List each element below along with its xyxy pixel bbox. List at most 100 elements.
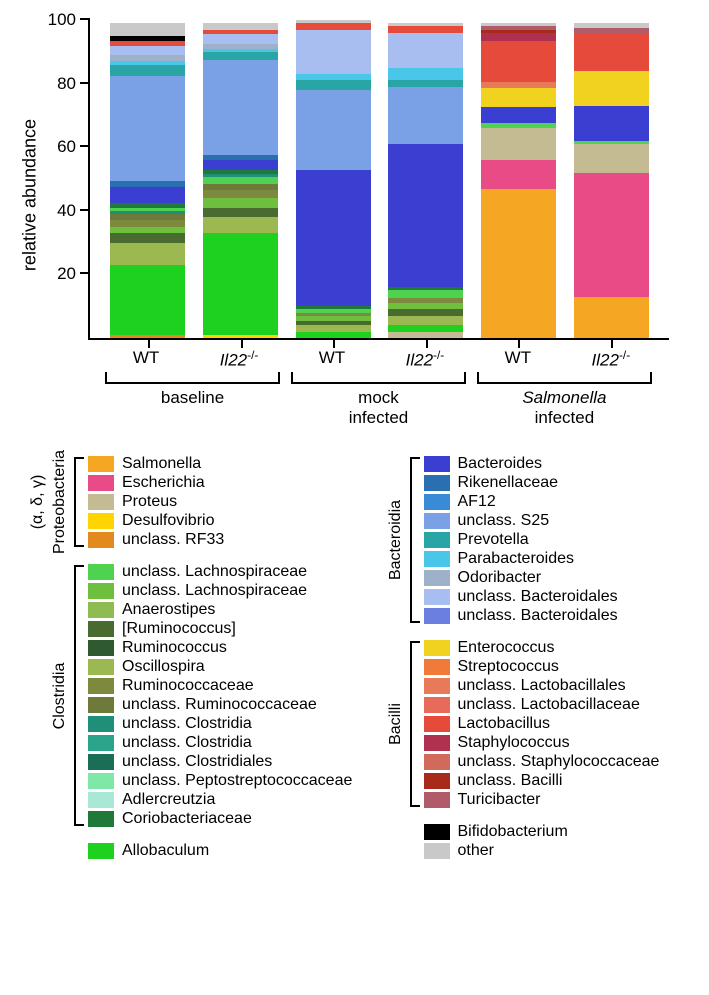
bar-segment	[203, 198, 278, 208]
bar-segment	[481, 41, 556, 82]
bar-column	[574, 20, 649, 338]
y-tick	[80, 145, 90, 147]
legend-item: Coriobacteriaceae	[88, 810, 364, 828]
legend-swatch	[88, 754, 114, 770]
legend-swatch	[424, 456, 450, 472]
legend-swatch	[88, 475, 114, 491]
legend-item: Lactobacillus	[424, 715, 700, 733]
group-brace	[477, 372, 651, 384]
legend-left-col: Proteobacteria(α, δ, γ)SalmonellaEscheri…	[28, 454, 364, 861]
x-tick	[148, 338, 150, 348]
legend-label: Bifidobacterium	[458, 823, 568, 841]
bar-column	[203, 20, 278, 338]
legend-swatch	[424, 843, 450, 859]
legend-item: Turicibacter	[424, 791, 700, 809]
legend-label: unclass. Ruminococcaceae	[122, 696, 317, 714]
legend-group: Bacteroidia BacteroidesRikenellaceaeAF12u…	[364, 455, 700, 625]
x-tick	[611, 338, 613, 348]
bars-row	[90, 20, 669, 338]
legend-label: Rikenellaceae	[458, 474, 559, 492]
legend-item: unclass. Peptostreptococcaceae	[88, 772, 364, 790]
legend-swatch	[424, 608, 450, 624]
bar-segment	[574, 173, 649, 297]
x-tick	[426, 338, 428, 348]
legend-standalone: Allobaculum	[28, 842, 364, 860]
bar-segment	[388, 68, 463, 81]
legend-item: Prevotella	[424, 531, 700, 549]
bar-segment	[110, 233, 185, 243]
y-tick-label: 80	[57, 74, 76, 94]
legend-label: Ruminococcus	[122, 639, 227, 657]
legend-swatch	[88, 456, 114, 472]
legend-swatch	[88, 532, 114, 548]
bar-column	[481, 20, 556, 338]
legend-label: Anaerostipes	[122, 601, 215, 619]
legend-item: AF12	[424, 493, 700, 511]
bar-segment	[110, 23, 185, 36]
legend-item: Proteus	[88, 493, 364, 511]
legend-swatch	[88, 583, 114, 599]
legend-swatch	[424, 773, 450, 789]
bar-segment	[481, 160, 556, 189]
legend-bracket	[74, 565, 84, 826]
bar-segment	[203, 233, 278, 335]
y-tick	[80, 18, 90, 20]
legend-label: Prevotella	[458, 531, 529, 549]
legend-swatch	[424, 475, 450, 491]
legend-swatch	[88, 843, 114, 859]
x-label: WT	[480, 348, 555, 371]
legend-swatch	[424, 735, 450, 751]
legend-label: Adlercreutzia	[122, 791, 215, 809]
legend-item: Salmonella	[88, 455, 364, 473]
bar-column	[388, 20, 463, 338]
legend-label: AF12	[458, 493, 496, 511]
legend-label: Parabacteroides	[458, 550, 575, 568]
legend-swatch	[88, 735, 114, 751]
legend-item: Bacteroides	[424, 455, 700, 473]
legend-label: Lactobacillus	[458, 715, 551, 733]
legend-label: Staphylococcus	[458, 734, 570, 752]
legend-swatch	[424, 551, 450, 567]
bar-segment	[481, 128, 556, 160]
legend-swatch	[424, 792, 450, 808]
bar-segment	[110, 46, 185, 56]
legend-swatch	[88, 513, 114, 529]
group-label: mockinfected	[286, 388, 472, 427]
bar-column	[296, 20, 371, 338]
legend-swatch	[88, 792, 114, 808]
bar-column	[110, 20, 185, 338]
legend-label: Coriobacteriaceae	[122, 810, 252, 828]
legend-group-title: Bacteroidia	[387, 500, 405, 580]
legend-label: unclass. Staphylococcaceae	[458, 753, 660, 771]
y-tick	[80, 272, 90, 274]
legend-bracket	[74, 457, 84, 547]
legend-item: other	[424, 842, 700, 860]
legend-label: unclass. Clostridiales	[122, 753, 272, 771]
legend-swatch	[88, 621, 114, 637]
legend-group: Proteobacteria(α, δ, γ)SalmonellaEscheri…	[28, 455, 364, 549]
legend-label: Streptococcus	[458, 658, 559, 676]
x-label: Il22-/-	[387, 348, 462, 371]
x-labels-row: WTIl22-/-WTIl22-/-WTIl22-/-	[88, 348, 669, 371]
legend-label: unclass. RF33	[122, 531, 224, 549]
bar-segment	[481, 107, 556, 123]
legend-item: unclass. Ruminococcaceae	[88, 696, 364, 714]
bar-segment	[203, 34, 278, 44]
legend-item: unclass. Lactobacillaceae	[424, 696, 700, 714]
y-tick-label: 40	[57, 201, 76, 221]
bar-segment	[110, 76, 185, 181]
legend-item: unclass. Clostridiales	[88, 753, 364, 771]
bar-segment	[203, 217, 278, 233]
y-axis-label: relative abundance	[20, 119, 41, 271]
legend-label: unclass. Lachnospiraceae	[122, 563, 307, 581]
bar-segment	[388, 33, 463, 68]
legend-label: Salmonella	[122, 455, 201, 473]
legend-item: unclass. S25	[424, 512, 700, 530]
legend-swatch	[88, 602, 114, 618]
stacked-bar-chart: relative abundance 20406080100 WTIl22-/-…	[88, 20, 669, 370]
legend-item: Odoribacter	[424, 569, 700, 587]
x-tick	[333, 338, 335, 348]
bar-segment	[574, 144, 649, 173]
x-label: Il22-/-	[573, 348, 648, 371]
legend-label: unclass. Lactobacillaceae	[458, 696, 640, 714]
